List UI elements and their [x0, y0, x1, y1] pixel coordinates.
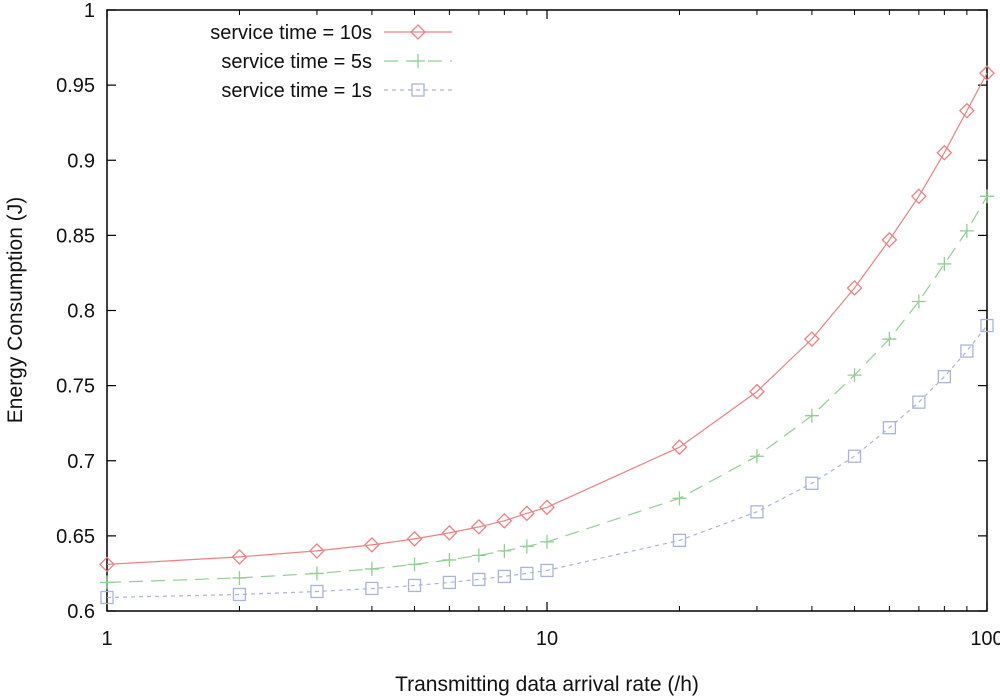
- legend-label: service time = 1s: [221, 80, 372, 102]
- data-point: [937, 256, 952, 271]
- y-axis-label: Energy Consumption (J): [4, 197, 27, 423]
- data-point: [980, 318, 994, 333]
- data-point: [441, 524, 458, 541]
- data-point: [232, 570, 247, 585]
- data-point: [847, 368, 862, 383]
- data-point: [407, 578, 422, 593]
- data-point: [749, 383, 765, 400]
- data-point: [980, 189, 994, 204]
- data-point: [881, 231, 898, 248]
- y-tick-label: 0.85: [56, 225, 95, 247]
- y-tick-label: 0.9: [67, 150, 95, 172]
- data-point: [309, 566, 324, 581]
- data-point: [363, 536, 380, 553]
- data-point: [496, 512, 513, 529]
- y-tick-label: 0.7: [67, 451, 95, 473]
- legend-marker: [411, 54, 425, 68]
- data-point: [540, 534, 554, 549]
- data-point: [309, 542, 325, 559]
- y-tick-label: 1: [84, 0, 95, 22]
- data-point: [750, 505, 764, 519]
- legend: service time = 10s service time = 5s servi…: [210, 22, 452, 102]
- data-point: [749, 449, 764, 464]
- data-point: [910, 188, 927, 205]
- data-point: [406, 530, 423, 547]
- data-point: [846, 280, 863, 296]
- data-point: [364, 561, 379, 576]
- data-point: [847, 449, 862, 463]
- series-group: [99, 65, 995, 605]
- legend-label: service time = 10s: [210, 22, 372, 44]
- data-point: [497, 569, 512, 584]
- data-point: [979, 65, 995, 82]
- y-tick-label: 0.65: [56, 526, 95, 548]
- data-point: [497, 543, 512, 558]
- data-point: [442, 575, 457, 590]
- legend-label: service time = 5s: [221, 51, 372, 73]
- data-point: [442, 552, 457, 567]
- data-point: [672, 533, 687, 548]
- data-point: [960, 344, 974, 358]
- data-point: [365, 581, 379, 596]
- y-tick-label: 0.6: [67, 601, 95, 623]
- series-line: [106, 72, 988, 565]
- data-point: [805, 476, 819, 490]
- data-point: [540, 563, 554, 578]
- axis-ticks: [106, 9, 988, 612]
- x-tick-label: 1: [101, 628, 112, 650]
- data-point: [912, 395, 926, 409]
- y-tick-label: 0.95: [56, 75, 95, 97]
- data-point: [232, 587, 247, 602]
- y-tick-label: 0.75: [56, 376, 95, 398]
- series-line: [106, 325, 988, 599]
- series-2: [100, 189, 994, 590]
- data-point: [407, 557, 422, 572]
- data-point: [99, 556, 115, 573]
- x-tick-label: 100: [970, 628, 1000, 650]
- data-point: [804, 408, 819, 423]
- data-point: [671, 439, 688, 456]
- data-point: [672, 491, 687, 506]
- data-point: [520, 566, 534, 581]
- data-point: [231, 548, 248, 565]
- tick-labels: 0.6 0.65 0.7 0.75 0.8 0.85 0.9 0.95 1 1 10 100: [56, 0, 1000, 650]
- y-tick-label: 0.8: [67, 301, 95, 323]
- data-point: [936, 144, 953, 161]
- data-point: [803, 331, 820, 347]
- data-point: [882, 332, 897, 347]
- data-point: [959, 223, 974, 238]
- data-point: [471, 548, 486, 563]
- series-line: [106, 195, 988, 584]
- legend-marker: [411, 83, 425, 97]
- legend-marker: [410, 24, 426, 40]
- x-tick-label: 10: [536, 628, 558, 650]
- series-3: [100, 318, 994, 605]
- series-1: [99, 65, 995, 573]
- data-point: [310, 584, 324, 599]
- data-point: [100, 590, 114, 605]
- data-point: [518, 505, 535, 522]
- data-point: [882, 421, 897, 435]
- data-point: [958, 102, 975, 119]
- x-axis-label: Transmitting data arrival rate (/h): [395, 673, 699, 696]
- data-point: [100, 575, 114, 590]
- data-point: [937, 369, 952, 384]
- data-point: [472, 572, 486, 587]
- data-point: [470, 518, 487, 535]
- data-point: [519, 539, 534, 554]
- data-point: [911, 294, 926, 309]
- data-point: [539, 499, 555, 516]
